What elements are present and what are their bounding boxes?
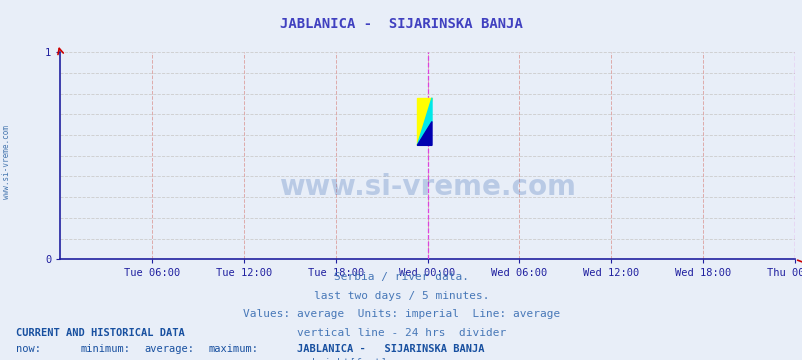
Text: last two days / 5 minutes.: last two days / 5 minutes. [314,291,488,301]
Text: Values: average  Units: imperial  Line: average: Values: average Units: imperial Line: av… [242,309,560,319]
Polygon shape [417,98,431,145]
Text: JABLANICA -   SIJARINSKA BANJA: JABLANICA - SIJARINSKA BANJA [297,344,484,354]
Text: www.si-vreme.com: www.si-vreme.com [2,125,11,199]
Text: www.si-vreme.com: www.si-vreme.com [279,173,575,201]
Polygon shape [417,98,431,145]
Text: Serbia / river data.: Serbia / river data. [334,272,468,282]
Text: maximum:: maximum: [209,344,258,354]
Text: CURRENT AND HISTORICAL DATA: CURRENT AND HISTORICAL DATA [16,328,184,338]
Polygon shape [417,122,431,145]
Text: height[foot]: height[foot] [311,358,386,360]
Text: JABLANICA -  SIJARINSKA BANJA: JABLANICA - SIJARINSKA BANJA [280,17,522,31]
Text: minimum:: minimum: [80,344,130,354]
Text: average:: average: [144,344,194,354]
Text: -nan: -nan [144,358,169,360]
Text: -nan: -nan [80,358,105,360]
Text: -nan: -nan [209,358,233,360]
Text: vertical line - 24 hrs  divider: vertical line - 24 hrs divider [297,328,505,338]
Text: now:: now: [16,344,41,354]
Text: -nan: -nan [16,358,41,360]
